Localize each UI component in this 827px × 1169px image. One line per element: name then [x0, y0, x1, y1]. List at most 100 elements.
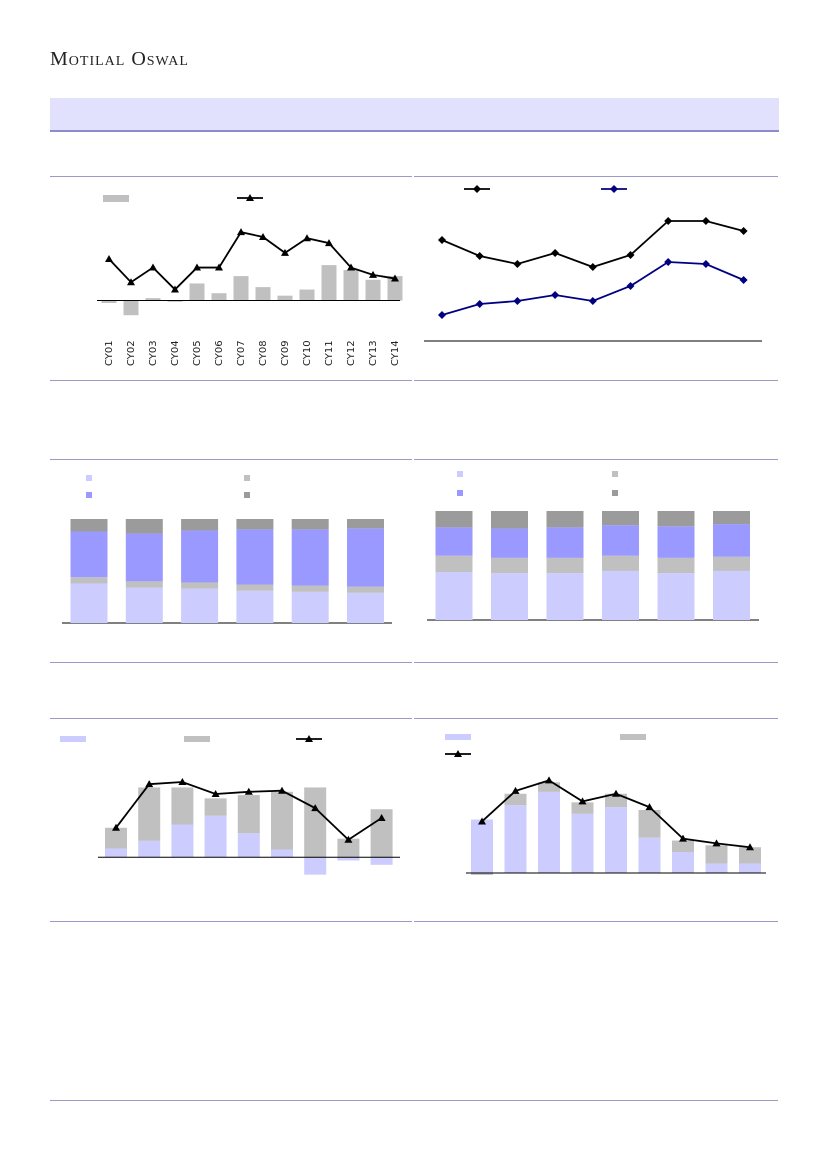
- line-marker: [237, 228, 245, 236]
- bar-segment: [705, 863, 728, 873]
- line-marker: [701, 217, 710, 225]
- bar-segment: [471, 873, 493, 875]
- legend-triangle-marker: [454, 750, 462, 757]
- legend-swatch: [184, 736, 210, 742]
- bar-segment: [291, 591, 329, 623]
- bar-segment: [70, 519, 108, 532]
- bar-segment: [181, 588, 219, 623]
- bar-segment: [471, 819, 493, 873]
- legend-swatch: [457, 471, 463, 477]
- line-marker: [551, 291, 560, 299]
- bar-segment: [138, 787, 161, 841]
- bar-segment: [672, 852, 694, 873]
- line-marker: [347, 263, 355, 271]
- divider: [414, 718, 778, 719]
- line-marker: [127, 278, 135, 286]
- bar: [299, 289, 315, 301]
- bar-segment: [538, 791, 560, 873]
- bar-segment: [181, 519, 219, 531]
- bar: [211, 293, 227, 301]
- bar: [387, 276, 403, 301]
- line-marker: [578, 797, 587, 805]
- x-tick-label: CY08: [258, 340, 269, 366]
- bar-segment: [125, 519, 163, 534]
- line-marker: [475, 252, 484, 260]
- section-banner: [50, 98, 779, 132]
- bar-segment: [337, 857, 360, 861]
- bar-segment: [181, 582, 219, 589]
- line-marker: [278, 786, 286, 794]
- x-tick-label: CY11: [324, 340, 335, 366]
- bar-segment: [435, 527, 473, 556]
- bar-segment: [739, 847, 761, 864]
- x-tick-label: CY01: [104, 340, 115, 366]
- divider: [50, 176, 412, 177]
- bar-segment: [638, 810, 661, 838]
- bar-segment: [347, 519, 384, 529]
- x-tick-label: CY04: [170, 340, 181, 366]
- bar-segment: [705, 845, 728, 864]
- bar-segment: [571, 802, 594, 814]
- bar-segment: [605, 807, 627, 873]
- bar-segment: [70, 531, 108, 578]
- divider: [50, 380, 412, 381]
- line-marker: [311, 804, 320, 812]
- divider: [50, 459, 412, 460]
- legend-swatch-bar: [103, 195, 129, 202]
- bar-segment: [291, 585, 329, 592]
- line-marker: [438, 311, 446, 319]
- line-marker: [478, 817, 486, 825]
- line-marker: [664, 258, 673, 266]
- line-marker: [513, 260, 522, 268]
- line-marker: [178, 777, 187, 785]
- bar-segment: [713, 511, 750, 525]
- bar-segment: [602, 511, 639, 526]
- x-tick-label: CY13: [368, 340, 379, 366]
- x-tick-label: CY10: [302, 340, 313, 366]
- brand-logo: Motilal Oswal: [50, 48, 189, 70]
- bar-segment: [337, 838, 360, 858]
- bar-segment: [491, 528, 528, 558]
- bar-segment: [713, 570, 750, 620]
- bar-segment: [181, 530, 219, 583]
- bar-segment: [491, 573, 528, 620]
- bar-segment: [739, 863, 761, 873]
- series-line: [108, 231, 396, 291]
- x-tick-label: CY05: [192, 340, 203, 366]
- divider: [414, 176, 778, 177]
- line-marker: [171, 285, 179, 293]
- line-marker: [746, 843, 754, 851]
- legend-swatch: [445, 734, 471, 740]
- legend-triangle-marker: [246, 194, 254, 201]
- bar-segment: [291, 519, 329, 530]
- bar-segment: [204, 798, 227, 816]
- bar-segment: [70, 583, 108, 623]
- line-marker: [645, 803, 654, 811]
- bar-segment: [138, 840, 161, 858]
- bar-segment: [271, 849, 293, 858]
- bar-segment: [504, 793, 527, 806]
- line-marker: [626, 282, 635, 290]
- footer-divider: [50, 1100, 778, 1101]
- bar-segment: [236, 529, 274, 585]
- bar-segment: [204, 815, 227, 858]
- bar: [343, 270, 359, 301]
- bar-segment: [236, 519, 274, 530]
- bar-segment: [125, 581, 163, 588]
- bar-segment: [657, 557, 695, 574]
- bar-segment: [435, 555, 473, 573]
- x-tick-label: CY12: [346, 340, 357, 366]
- bar: [255, 287, 271, 301]
- bar: [123, 300, 139, 316]
- line-marker: [701, 260, 710, 268]
- bar-segment: [546, 511, 584, 528]
- line-marker: [259, 233, 267, 240]
- bar: [101, 300, 117, 303]
- bar-segment: [638, 837, 661, 873]
- legend-swatch: [612, 490, 618, 496]
- legend-diamond-marker: [610, 185, 618, 193]
- bar: [189, 283, 205, 301]
- line-marker: [112, 823, 120, 831]
